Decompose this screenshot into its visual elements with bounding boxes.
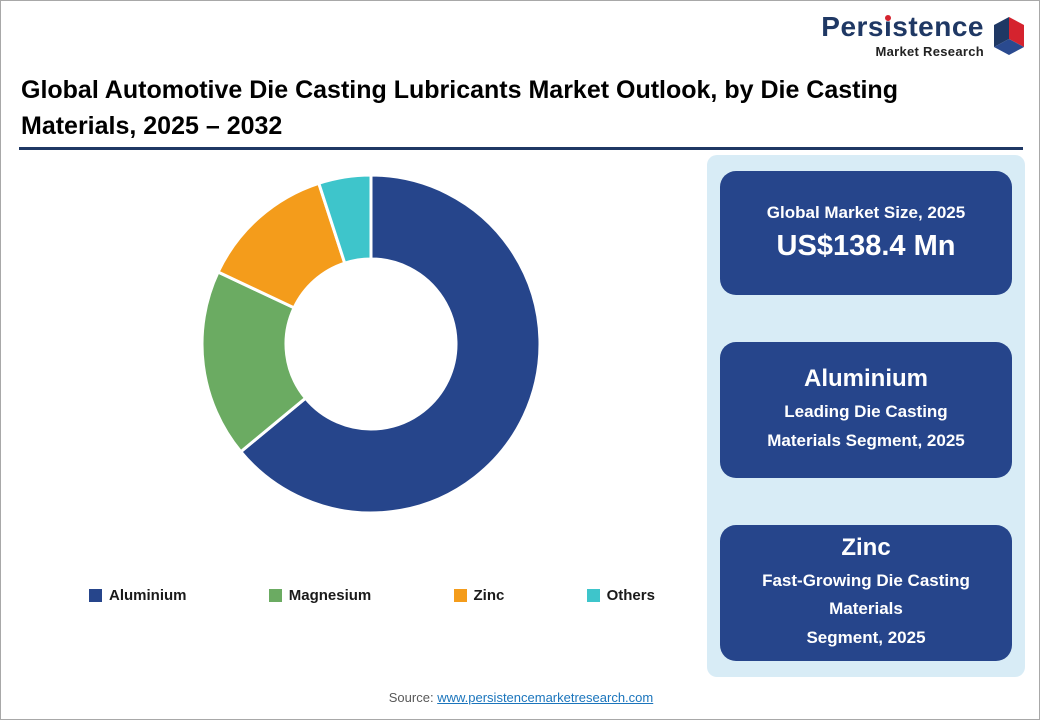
legend-item-zinc: Zinc bbox=[453, 587, 505, 604]
legend-label: Magnesium bbox=[288, 587, 372, 604]
logo-mark-icon bbox=[994, 17, 1024, 55]
market-size-value: US$138.4 Mn bbox=[776, 230, 956, 262]
page-title: Global Automotive Die Casting Lubricants… bbox=[21, 76, 898, 140]
leading-segment-name: Aluminium bbox=[804, 365, 928, 393]
brand-logo: Persı stence Market Research bbox=[821, 13, 1027, 59]
legend-item-magnesium: Magnesium bbox=[268, 587, 372, 604]
source-link[interactable]: www.persistencemarketresearch.com bbox=[437, 690, 654, 705]
fast-growing-segment-desc: Fast-Growing Die Casting Materials Segme… bbox=[762, 571, 970, 647]
logo-brand-tagline: Market Research bbox=[875, 44, 984, 59]
source-label: Source: bbox=[388, 690, 434, 705]
legend-label: Aluminium bbox=[109, 587, 187, 604]
leading-segment-desc: Leading Die Casting Materials Segment, 2… bbox=[767, 402, 965, 450]
source-line: Source: www.persistencemarketresearch.co… bbox=[1, 690, 1039, 705]
title-divider bbox=[19, 147, 1023, 150]
legend-swatch-zinc bbox=[453, 589, 467, 602]
legend-swatch-magnesium bbox=[268, 589, 282, 602]
legend-swatch-others bbox=[586, 589, 600, 602]
highlights-panel: Global Market Size, 2025 US$138.4 Mn Alu… bbox=[707, 155, 1025, 677]
legend-label: Others bbox=[606, 587, 655, 604]
legend-item-others: Others bbox=[586, 587, 655, 604]
fast-growing-segment-name: Zinc bbox=[841, 534, 891, 562]
logo-text: Persı stence Market Research bbox=[821, 11, 984, 60]
logo-brand-name: Persı stence bbox=[821, 11, 984, 42]
chart-legend: Aluminium Magnesium Zinc Others bbox=[89, 587, 655, 604]
legend-item-aluminium: Aluminium bbox=[89, 587, 187, 604]
fast-growing-segment-card: Zinc Fast-Growing Die Casting Materials … bbox=[720, 525, 1012, 661]
donut-slice-aluminium bbox=[238, 173, 542, 515]
market-size-title: Global Market Size, 2025 bbox=[766, 203, 966, 222]
legend-swatch-aluminium bbox=[89, 589, 102, 602]
leading-segment-card: Aluminium Leading Die Casting Materials … bbox=[720, 342, 1012, 478]
market-size-card: Global Market Size, 2025 US$138.4 Mn bbox=[720, 171, 1012, 295]
donut-slice-others bbox=[316, 173, 373, 266]
legend-label: Zinc bbox=[473, 587, 505, 604]
donut-slice-magnesium bbox=[200, 270, 308, 454]
donut-chart bbox=[200, 173, 542, 515]
logo-red-dot bbox=[885, 15, 891, 21]
